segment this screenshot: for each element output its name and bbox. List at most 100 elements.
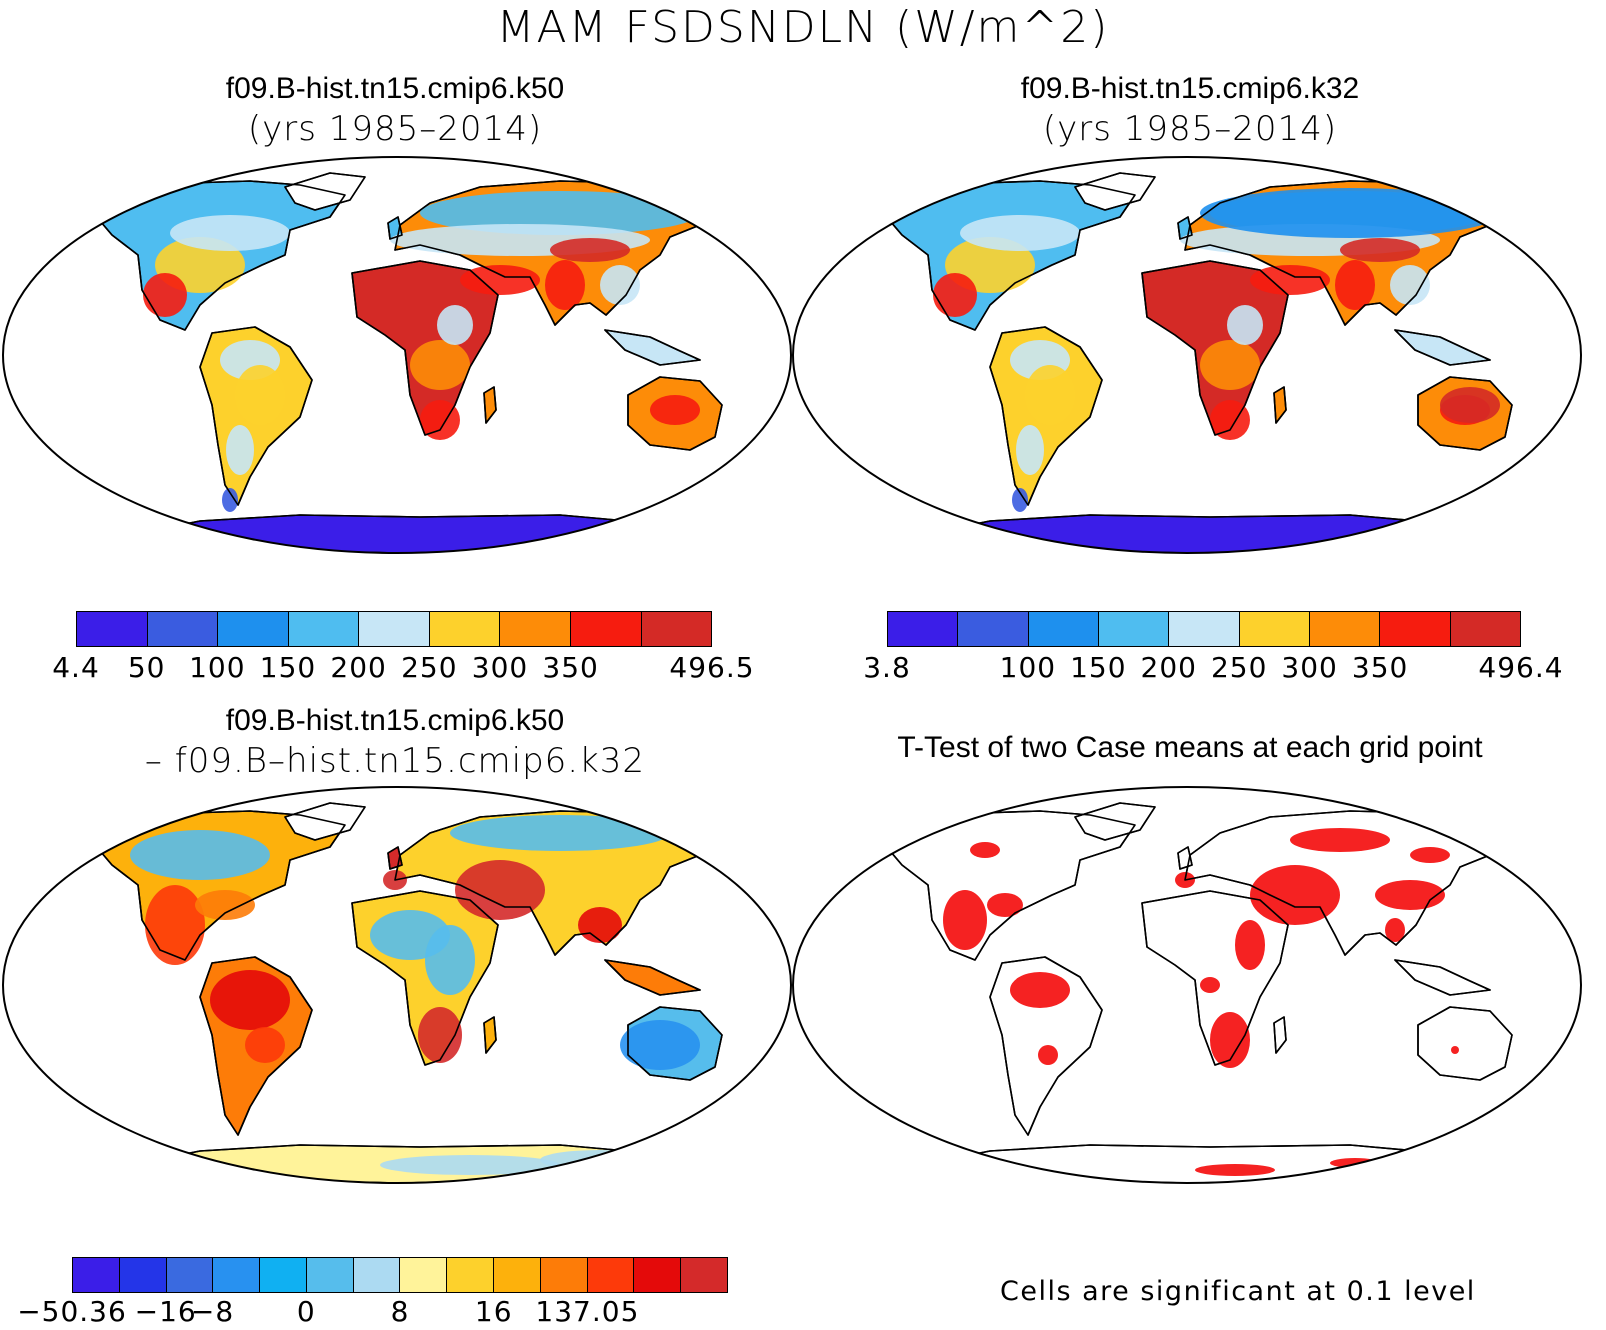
coastline <box>627 376 723 451</box>
field-patch <box>1390 265 1430 305</box>
coastline <box>737 450 751 478</box>
colorbar-diff <box>72 1257 728 1293</box>
coastline <box>1394 959 1491 996</box>
colorbar-diff-swatch <box>540 1258 588 1292</box>
field-patch <box>1440 387 1500 423</box>
colorbar-k50-swatch <box>429 612 501 646</box>
coastline <box>199 956 313 1136</box>
coastline <box>1394 329 1491 366</box>
map-content <box>94 802 751 1183</box>
field-patch <box>620 1020 700 1070</box>
colorbar-diff-swatch <box>166 1258 214 1292</box>
field-patch <box>1375 880 1445 910</box>
coastline <box>1273 1016 1287 1054</box>
colorbar-diff-swatch <box>494 1258 541 1292</box>
field-patch <box>540 1150 660 1170</box>
field-patch <box>226 425 254 475</box>
colorbar-k32-swatch <box>1028 612 1099 646</box>
coastline <box>199 326 313 506</box>
colorbar-diff-tick-label: −16 <box>134 1295 197 1328</box>
colorbar-k32-tick-label: 350 <box>1351 651 1409 684</box>
continent-indonesia <box>604 329 701 366</box>
colorbar-k32-tick-label: 200 <box>1140 651 1197 684</box>
field-patch <box>380 1155 560 1175</box>
panel-k50-subtitle: (yrs 1985–2014) <box>247 109 543 149</box>
map-diff <box>2 786 792 1184</box>
coastline <box>94 180 346 331</box>
field-patch <box>1200 188 1500 238</box>
field-patch <box>1016 425 1044 475</box>
continent-nz <box>1527 1080 1541 1108</box>
field-patch <box>1335 260 1375 310</box>
field-patch <box>933 273 977 317</box>
colorbar-k32-swatch <box>1309 612 1381 646</box>
field-patch <box>455 860 545 920</box>
coastline <box>1273 386 1287 424</box>
map-border <box>2 786 792 1184</box>
colorbar-diff-swatch <box>213 1258 261 1292</box>
continent-indonesia <box>1394 329 1491 366</box>
field-patch <box>222 488 238 512</box>
continent-nz <box>737 450 751 478</box>
coastline <box>989 326 1103 506</box>
figure-title: MAM FSDSNDLN (W/m^2) <box>496 2 1110 53</box>
colorbar-k32-tick-label: 3.8 <box>863 651 911 684</box>
field-patch <box>1200 977 1220 993</box>
field-patch <box>1451 1046 1459 1054</box>
colorbar-k32-labels: 3.8 100 150 200 250 300 350 496.4 <box>863 651 1562 686</box>
panel-diff-title: f09.B-hist.tn15.cmip6.k50 <box>225 704 565 737</box>
field-patch <box>450 815 670 851</box>
panel-diff-subtitle: – f09.B–hist.tn15.cmip6.k32 <box>144 741 646 781</box>
continent-indonesia <box>1394 959 1491 996</box>
map-border <box>2 156 792 554</box>
coastline <box>94 810 346 961</box>
coastline <box>884 810 1136 961</box>
colorbar-k50-swatch <box>641 612 712 646</box>
map-content <box>94 172 751 553</box>
coastline <box>1141 260 1289 436</box>
continent-nz <box>737 1080 751 1108</box>
colorbar-k50-tick-label: 4.4 <box>52 651 100 684</box>
colorbar-k32-swatch <box>1450 612 1520 646</box>
field-patch <box>195 890 255 920</box>
colorbar-k32-swatch <box>958 612 1029 646</box>
colorbar-diff-tick-label: 137.05 <box>535 1295 640 1328</box>
coastline <box>483 1016 497 1054</box>
field-patch <box>1250 865 1340 925</box>
coastline <box>1074 802 1156 841</box>
colorbar-k50 <box>76 611 712 647</box>
coastline <box>1141 890 1289 1066</box>
colorbar-k32-tick-label: 300 <box>1281 651 1338 684</box>
colorbar-k50-swatch <box>147 612 219 646</box>
colorbar-k50-tick-label: 250 <box>401 651 458 684</box>
field-patch <box>235 365 285 425</box>
field-patch <box>1210 1012 1250 1068</box>
colorbar-k32-swatch <box>1098 612 1170 646</box>
continent-indonesia <box>604 959 701 996</box>
field-patch <box>425 925 475 995</box>
field-patch <box>210 970 290 1030</box>
colorbar-diff-labels: −50.36 −16 −8 0 8 16 137.05 <box>17 1295 728 1330</box>
colorbar-k50-tick-label: 350 <box>542 651 599 684</box>
field-patch <box>170 215 290 251</box>
coastline <box>604 329 701 366</box>
colorbar-k50-swatch <box>570 612 642 646</box>
coastline <box>604 959 701 996</box>
map-border <box>792 786 1582 1184</box>
coastline <box>1074 172 1156 211</box>
coastline <box>387 216 403 240</box>
field-patch <box>550 238 630 262</box>
panel-k50-title: f09.B-hist.tn15.cmip6.k50 <box>225 72 565 105</box>
field-patch <box>1012 488 1028 512</box>
field-patch <box>600 265 640 305</box>
map-k32 <box>792 156 1582 554</box>
coastline <box>989 956 1103 1136</box>
field-patch <box>1250 265 1330 295</box>
colorbar-diff-swatch <box>353 1258 401 1292</box>
colorbar-k50-tick-label: 50 <box>127 651 166 684</box>
colorbar-k32-tick-label: 250 <box>1210 651 1268 684</box>
colorbar-diff-tick-label: −8 <box>190 1295 235 1328</box>
colorbar-k32-swatch <box>1239 612 1310 646</box>
colorbar-diff-tick-label: 16 <box>474 1295 513 1328</box>
panel-k32-subtitle: (yrs 1985–2014) <box>1042 109 1338 149</box>
